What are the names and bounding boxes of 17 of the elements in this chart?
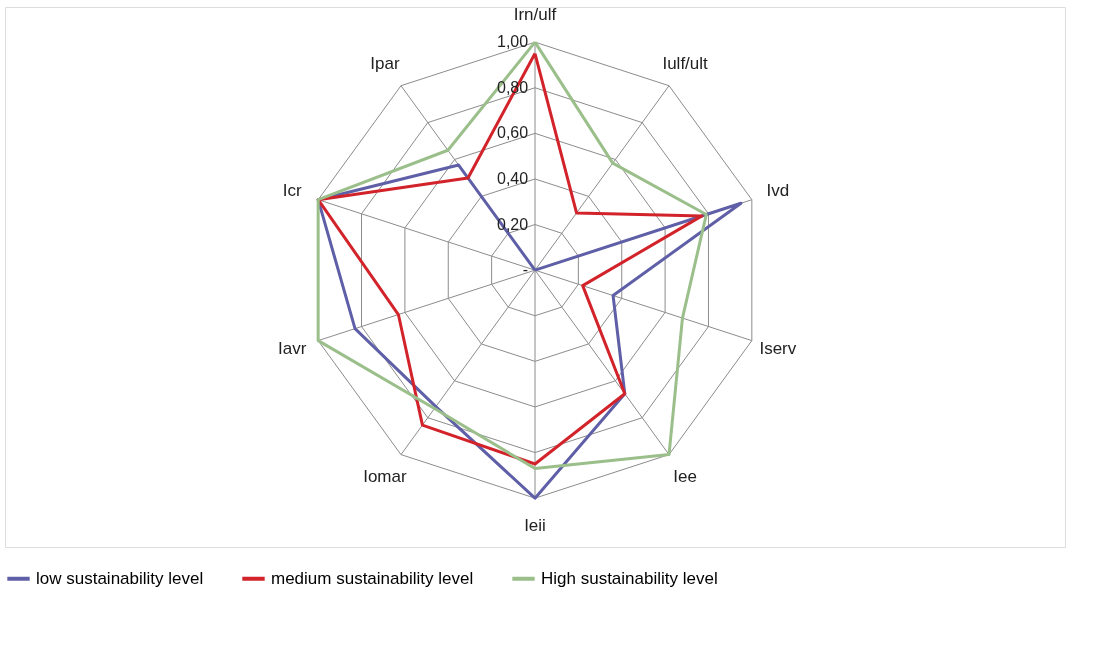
spoke-label: Iavr <box>277 339 307 359</box>
spoke-label: Ivd <box>766 181 790 201</box>
spoke-label: Ipar <box>370 53 400 73</box>
y-tick-label: 1,00 <box>497 33 529 51</box>
spoke-label: Iserv <box>759 339 797 359</box>
legend-label: low sustainability level <box>36 568 204 588</box>
y-tick-label: - <box>522 261 529 279</box>
spoke-label: Icr <box>282 181 302 201</box>
spoke-label: Irn/ulf <box>513 4 557 24</box>
spoke-label: Iomar <box>363 466 407 486</box>
y-tick-label: 0,40 <box>497 169 529 187</box>
spoke-label: Iee <box>673 466 697 486</box>
y-tick-label: 0,60 <box>497 124 529 142</box>
spoke-label: Ieii <box>524 515 546 535</box>
legend-label: medium sustainability level <box>271 568 474 588</box>
legend-label: High sustainability level <box>541 568 718 588</box>
spoke-label: Iulf/ult <box>662 53 709 73</box>
